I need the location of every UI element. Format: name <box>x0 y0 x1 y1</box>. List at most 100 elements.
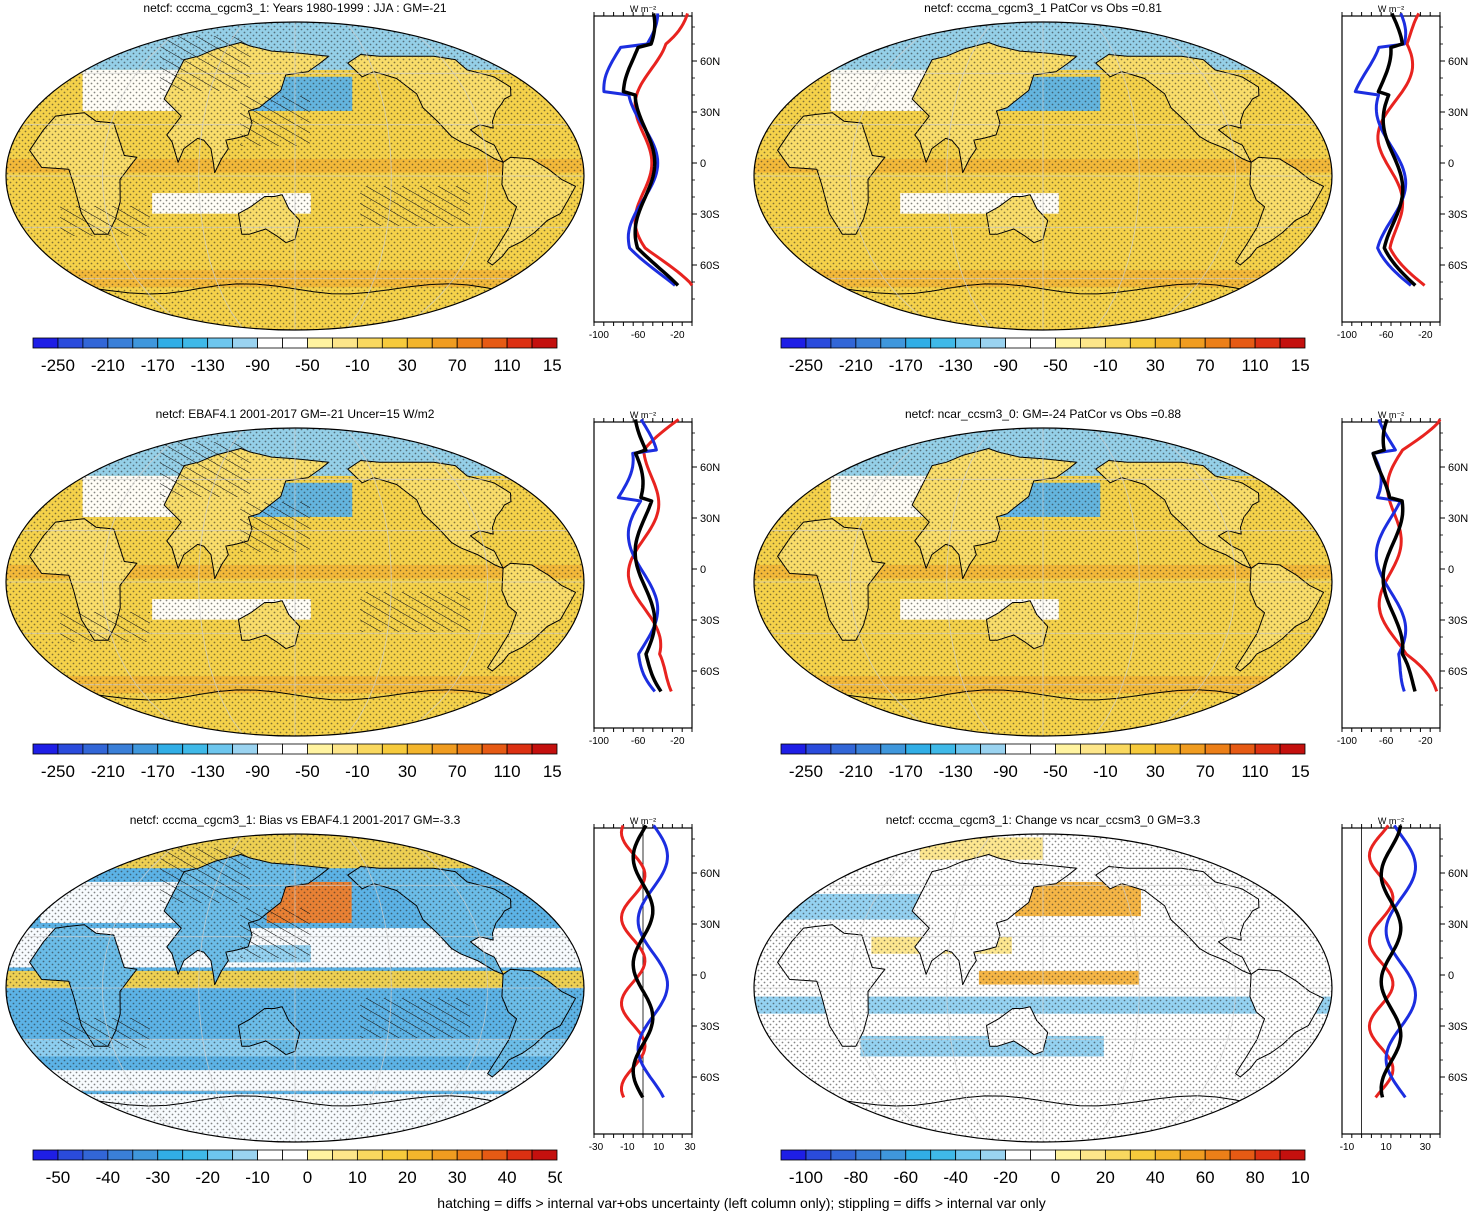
panel-observations: netcf: EBAF4.1 2001-2017 GM=-21 Uncer=15… <box>0 406 740 811</box>
colorbar-swatch <box>406 743 433 755</box>
latitude-tick-label: 60N <box>1448 462 1468 474</box>
world-map <box>753 427 1333 737</box>
panel-bias: netcf: cccma_cgcm3_1: Bias vs EBAF4.1 20… <box>0 812 740 1217</box>
colorbar-tick-label: -130 <box>191 356 225 375</box>
colorbar-tick-label: 30 <box>1146 356 1165 375</box>
footer-note: hatching = diffs > internal var+obs unce… <box>437 1195 1046 1211</box>
latitude-tick-label: 30S <box>1448 209 1468 221</box>
colorbar-tick-label: 70 <box>448 356 467 375</box>
colorbar-swatch <box>182 337 209 349</box>
colorbar-swatch <box>1055 743 1081 755</box>
colorbar-swatch <box>157 1149 184 1161</box>
colorbar-tick-label: -50 <box>295 762 320 781</box>
colorbar-tick-label: 30 <box>1146 762 1165 781</box>
profile-x-tick-label: -10 <box>620 1142 635 1153</box>
colorbar-tick-label: -90 <box>993 762 1018 781</box>
colorbar-swatch <box>456 1149 483 1161</box>
colorbar-tick-label: -10 <box>345 356 370 375</box>
profile-x-tick-label: -20 <box>1418 736 1433 747</box>
colorbar-swatch <box>855 743 882 755</box>
colorbar-tick-label: -20 <box>993 1168 1018 1187</box>
colorbar-swatch <box>1179 743 1206 755</box>
colorbar-swatch <box>332 337 358 349</box>
colorbar-swatch <box>182 1149 209 1161</box>
colorbar-swatch <box>1279 1149 1306 1161</box>
colorbar-swatch <box>955 337 982 349</box>
colorbar-tick-label: -210 <box>839 356 873 375</box>
colorbar-swatch <box>1254 337 1281 349</box>
colorbar-swatch <box>1154 337 1181 349</box>
colorbar-swatch <box>132 1149 159 1161</box>
colorbar-tick-label: 110 <box>494 762 521 781</box>
colorbar-swatch <box>1080 1149 1106 1161</box>
latitude-tick-label: 60S <box>700 666 720 678</box>
colorbar-swatch <box>82 743 109 755</box>
colorbar-swatch <box>207 1149 234 1161</box>
colorbar-tick-label: 150 <box>1291 762 1310 781</box>
colorbar-swatch <box>132 743 159 755</box>
latitude-tick-label: 30S <box>700 615 720 627</box>
profile-line-mean <box>1379 825 1403 1098</box>
colorbar-swatch <box>980 1149 1006 1161</box>
colorbar-tick-label: 0 <box>303 1168 312 1187</box>
colorbar-tick-label: -50 <box>1043 356 1068 375</box>
profile-line-model <box>1377 418 1442 692</box>
colorbar-swatch <box>905 1149 932 1161</box>
colorbar-swatch <box>406 337 433 349</box>
profile-x-tick-label: -30 <box>589 1142 604 1153</box>
profile-x-tick-label: 30 <box>684 1142 696 1153</box>
colorbar-swatch <box>1055 337 1081 349</box>
profile-x-tick-label: -100 <box>589 330 609 341</box>
latitude-tick-label: 0 <box>1448 970 1454 982</box>
latitude-tick-label: 30N <box>1448 107 1468 119</box>
zonal-mean-profile: W m⁻² 60N 30N 0 30S 60S -100 -60 -20 <box>589 410 720 747</box>
colorbar-tick-label: -130 <box>191 762 225 781</box>
world-map <box>5 833 585 1143</box>
colorbar-swatch <box>780 743 807 755</box>
colorbar-swatch <box>381 337 408 349</box>
profile-line-mean <box>633 419 663 693</box>
colorbar-tick-label: -250 <box>789 762 823 781</box>
colorbar-swatch <box>282 337 308 349</box>
colorbar: -250 -210 -170 -130 -90 -50 -10 30 70 110 150 <box>780 337 1310 375</box>
colorbar-swatch <box>232 1149 258 1161</box>
profile-x-tick-label: -100 <box>1337 330 1357 341</box>
colorbar-swatch <box>57 743 84 755</box>
colorbar-swatch <box>481 743 508 755</box>
profile-x-tick-label: -100 <box>1337 736 1357 747</box>
colorbar-swatch <box>356 337 383 349</box>
latitude-tick-label: 30S <box>1448 1021 1468 1033</box>
map-title: netcf: cccma_cgcm3_1 PatCor vs Obs =0.81 <box>924 1 1162 15</box>
profile-x-tick-label: -100 <box>589 736 609 747</box>
colorbar-swatch <box>531 1149 558 1161</box>
colorbar-swatch <box>356 743 383 755</box>
colorbar-tick-label: -20 <box>195 1168 220 1187</box>
colorbar-swatch <box>307 1149 333 1161</box>
latitude-tick-label: 30N <box>1448 513 1468 525</box>
colorbar-swatch <box>1129 337 1156 349</box>
profile-x-tick-label: -20 <box>670 736 685 747</box>
profile-x-tick-label: -60 <box>631 330 646 341</box>
colorbar-swatch <box>905 743 932 755</box>
profile-x-tick-label: -60 <box>631 736 646 747</box>
colorbar-tick-label: -50 <box>1043 762 1068 781</box>
profile-x-tick-label: 30 <box>1420 1142 1432 1153</box>
colorbar-tick-label: -10 <box>245 1168 270 1187</box>
colorbar-swatch <box>332 1149 358 1161</box>
world-map <box>753 833 1333 1143</box>
colorbar-swatch <box>1030 337 1056 349</box>
latitude-tick-label: 60S <box>1448 666 1468 678</box>
colorbar-swatch <box>1229 1149 1256 1161</box>
colorbar-swatch <box>431 1149 458 1161</box>
latitude-tick-label: 60N <box>700 462 720 474</box>
profile-x-tick-label: -60 <box>1379 330 1394 341</box>
colorbar-swatch <box>332 743 358 755</box>
colorbar-swatch <box>257 743 283 755</box>
colorbar-swatch <box>1104 1149 1131 1161</box>
profile-x-tick-label: -10 <box>1340 1142 1355 1153</box>
latitude-tick-label: 60N <box>700 56 720 68</box>
latitude-tick-label: 0 <box>1448 564 1454 576</box>
colorbar-swatch <box>1204 337 1231 349</box>
colorbar-tick-label: -90 <box>245 762 270 781</box>
profile-line-mean <box>621 13 680 287</box>
